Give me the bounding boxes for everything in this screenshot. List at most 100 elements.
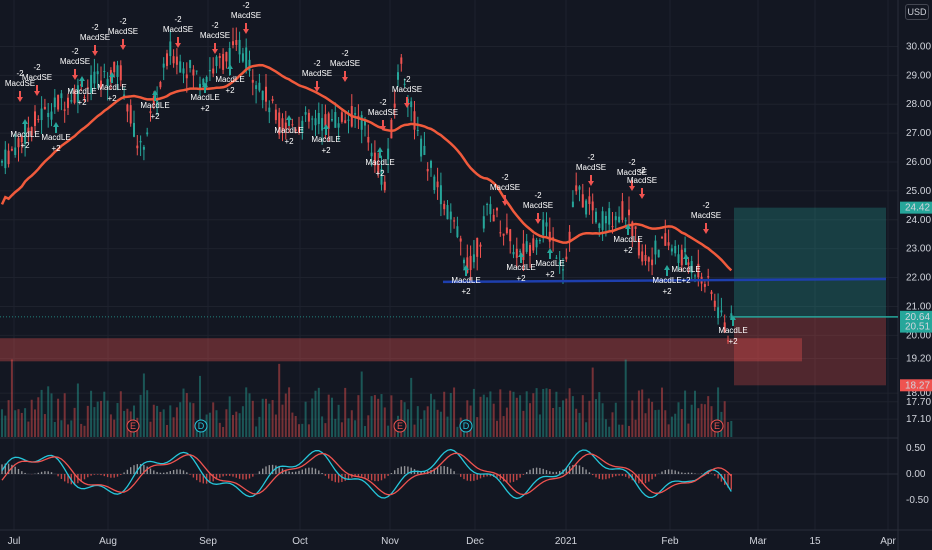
moving-average-line — [0, 63, 733, 272]
candle-body — [476, 237, 479, 257]
long-signal-arrow-icon — [286, 115, 292, 126]
candle-body — [37, 119, 40, 121]
candle-body — [496, 208, 498, 211]
candle-body — [644, 255, 647, 261]
candle-body — [614, 216, 617, 221]
volume-bar — [4, 415, 7, 437]
candle-body — [360, 115, 363, 130]
candle-body — [291, 124, 294, 126]
short-signal-label: MacdSE — [330, 59, 360, 68]
long-signal-count: +2 — [321, 146, 331, 155]
volume-bar — [20, 412, 23, 437]
volume-bar — [598, 392, 601, 437]
volume-bar — [40, 389, 43, 437]
volume-bar — [667, 424, 670, 437]
candle-body — [677, 254, 680, 263]
candle-body — [641, 251, 644, 262]
candle-body — [129, 105, 132, 124]
candle-body — [4, 149, 7, 169]
currency-button[interactable]: USD — [905, 4, 929, 20]
candle-body — [509, 229, 512, 242]
short-signal-count: -2 — [119, 17, 127, 26]
volume-bar — [674, 413, 677, 437]
volume-bar — [654, 410, 657, 437]
volume-bar — [687, 423, 690, 437]
price-tick-label: 30.00 — [906, 41, 931, 52]
short-signal-count: -2 — [638, 166, 646, 175]
long-signal-label: MacdLE — [190, 93, 219, 102]
short-signal-count: -2 — [534, 191, 542, 200]
candle-body — [710, 291, 713, 295]
candle-body — [146, 132, 149, 135]
volume-bar — [331, 397, 333, 437]
candle-body — [443, 203, 446, 210]
volume-bar — [152, 404, 155, 437]
candle-body — [377, 164, 380, 174]
price-tick-label: 28.00 — [906, 99, 931, 110]
volume-bar — [519, 395, 522, 437]
candle-body — [472, 254, 475, 263]
short-signal-label: MacdSE — [80, 33, 110, 42]
candle-body — [383, 181, 386, 191]
volume-bar — [146, 390, 149, 437]
candle-body — [390, 119, 393, 139]
candle-body — [694, 275, 696, 277]
short-signal-arrow-icon — [502, 195, 508, 206]
volume-bar — [387, 425, 390, 437]
event-marker-icon — [393, 419, 407, 433]
volume-bar — [595, 399, 597, 437]
long-signal-label: MacdLE — [41, 133, 70, 142]
volume-bar — [647, 398, 650, 437]
event-marker-label: E — [397, 421, 403, 431]
long-signal-count: +2 — [728, 337, 738, 346]
candle-body — [133, 122, 135, 137]
short-signal-arrow-icon — [535, 213, 541, 224]
candle-body — [453, 220, 456, 222]
candle-body — [456, 226, 459, 238]
volume-bar — [453, 387, 456, 437]
volume-bar — [614, 402, 617, 437]
candle-body — [515, 248, 518, 258]
volume-bar — [482, 394, 485, 437]
candle-body — [169, 41, 172, 57]
candle-body — [278, 112, 281, 135]
candle-body — [53, 97, 56, 108]
volume-bar — [694, 390, 696, 437]
candle-body — [215, 56, 218, 67]
candle-body — [466, 257, 469, 273]
candle-body — [654, 240, 657, 255]
volume-bar — [403, 402, 406, 437]
candle-body — [393, 103, 396, 108]
candle-body — [364, 119, 366, 126]
volume-bar — [24, 408, 27, 437]
volume-bar — [314, 390, 317, 437]
candle-body — [324, 114, 327, 126]
volume-bar — [430, 393, 432, 437]
price-tick-label: 29.00 — [906, 70, 931, 81]
volume-bar — [472, 388, 475, 437]
volume-bar — [350, 410, 353, 437]
candle-body — [73, 90, 76, 103]
candle-body — [139, 140, 142, 143]
short-signal-arrow-icon — [314, 81, 320, 92]
long-signal-count: +2 — [545, 270, 555, 279]
candle-body — [106, 78, 109, 87]
candle-body — [492, 214, 495, 222]
candle-body — [327, 113, 330, 129]
long-signal-label: MacdLE — [451, 276, 480, 285]
volume-bar — [123, 410, 126, 437]
candle-body — [261, 90, 264, 101]
candle-body — [690, 261, 693, 273]
volume-bar — [670, 416, 673, 437]
short-signal-count: -2 — [71, 47, 79, 56]
event-marker-label: E — [130, 421, 136, 431]
candle-body — [265, 86, 267, 102]
volume-bar — [449, 392, 452, 437]
candle-body — [294, 129, 297, 132]
candle-body — [482, 216, 485, 229]
candle-body — [674, 246, 677, 254]
volume-bar — [456, 426, 459, 437]
candle-body — [1, 161, 3, 163]
volume-bar — [182, 388, 185, 437]
